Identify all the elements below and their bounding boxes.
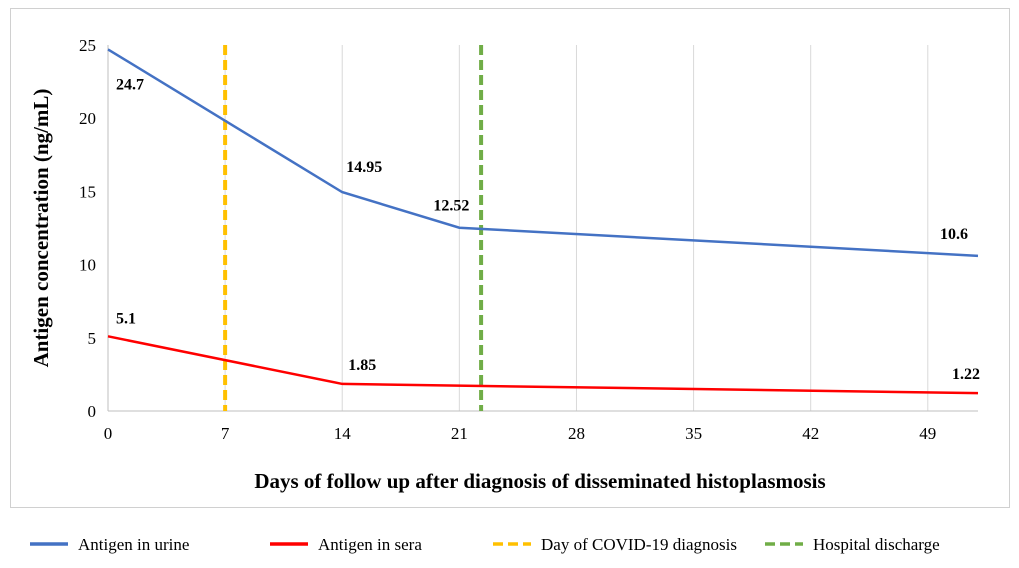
x-tick-label-7: 7 [221,424,230,443]
series-line-0 [107,48,979,258]
y-tick-label-0: 0 [88,402,97,421]
x-tick-label-21: 21 [451,424,468,443]
data-label-1-1: 1.85 [348,357,376,374]
x-tick-label-49: 49 [919,424,936,443]
legend-label-0: Antigen in urine [78,535,189,554]
x-tick-label-0: 0 [104,424,113,443]
y-tick-label-10: 10 [79,256,96,275]
data-label-0-0: 24.7 [116,76,144,93]
data-label-0-2: 12.52 [433,198,469,215]
y-tick-label-20: 20 [79,109,96,128]
y-tick-label-15: 15 [79,182,96,201]
y-tick-label-5: 5 [88,329,97,348]
y-tick-label-25: 25 [79,36,96,55]
y-axis-title: Antigen concentration (ng/mL) [29,89,53,368]
x-tick-label-14: 14 [334,424,352,443]
x-tick-label-28: 28 [568,424,585,443]
data-label-0-3: 10.6 [940,226,968,243]
data-label-1-0: 5.1 [116,310,136,327]
data-label-1-2: 1.22 [952,366,980,383]
x-tick-label-42: 42 [802,424,819,443]
data-label-0-1: 14.95 [346,159,382,176]
series-line-1 [107,335,979,395]
x-tick-label-35: 35 [685,424,702,443]
legend-label-3: Hospital discharge [813,535,940,554]
chart-frame [10,8,1010,508]
legend-label-1: Antigen in sera [318,535,422,554]
x-axis-title: Days of follow up after diagnosis of dis… [254,469,825,493]
legend-label-2: Day of COVID-19 diagnosis [541,535,737,554]
